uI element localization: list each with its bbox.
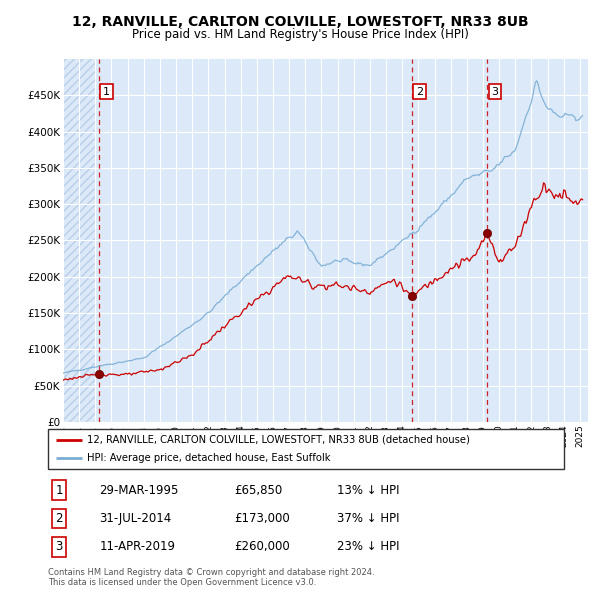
Text: 13% ↓ HPI: 13% ↓ HPI [337,484,400,497]
Text: 29-MAR-1995: 29-MAR-1995 [100,484,179,497]
Text: £65,850: £65,850 [234,484,282,497]
Text: 1: 1 [103,87,110,97]
Text: 37% ↓ HPI: 37% ↓ HPI [337,512,400,525]
Text: £173,000: £173,000 [234,512,290,525]
Text: 3: 3 [56,540,63,553]
Text: 31-JUL-2014: 31-JUL-2014 [100,512,172,525]
Text: 2: 2 [56,512,63,525]
Text: 23% ↓ HPI: 23% ↓ HPI [337,540,400,553]
Text: 3: 3 [491,87,499,97]
Text: 1: 1 [56,484,63,497]
Text: Contains HM Land Registry data © Crown copyright and database right 2024.
This d: Contains HM Land Registry data © Crown c… [48,568,374,587]
Text: £260,000: £260,000 [234,540,290,553]
Text: 12, RANVILLE, CARLTON COLVILLE, LOWESTOFT, NR33 8UB (detached house): 12, RANVILLE, CARLTON COLVILLE, LOWESTOF… [86,435,470,445]
Text: HPI: Average price, detached house, East Suffolk: HPI: Average price, detached house, East… [86,453,330,463]
Text: 11-APR-2019: 11-APR-2019 [100,540,176,553]
Text: Price paid vs. HM Land Registry's House Price Index (HPI): Price paid vs. HM Land Registry's House … [131,28,469,41]
Text: 12, RANVILLE, CARLTON COLVILLE, LOWESTOFT, NR33 8UB: 12, RANVILLE, CARLTON COLVILLE, LOWESTOF… [71,15,529,29]
Bar [63,59,95,422]
Text: 2: 2 [416,87,423,97]
FancyBboxPatch shape [48,429,564,469]
